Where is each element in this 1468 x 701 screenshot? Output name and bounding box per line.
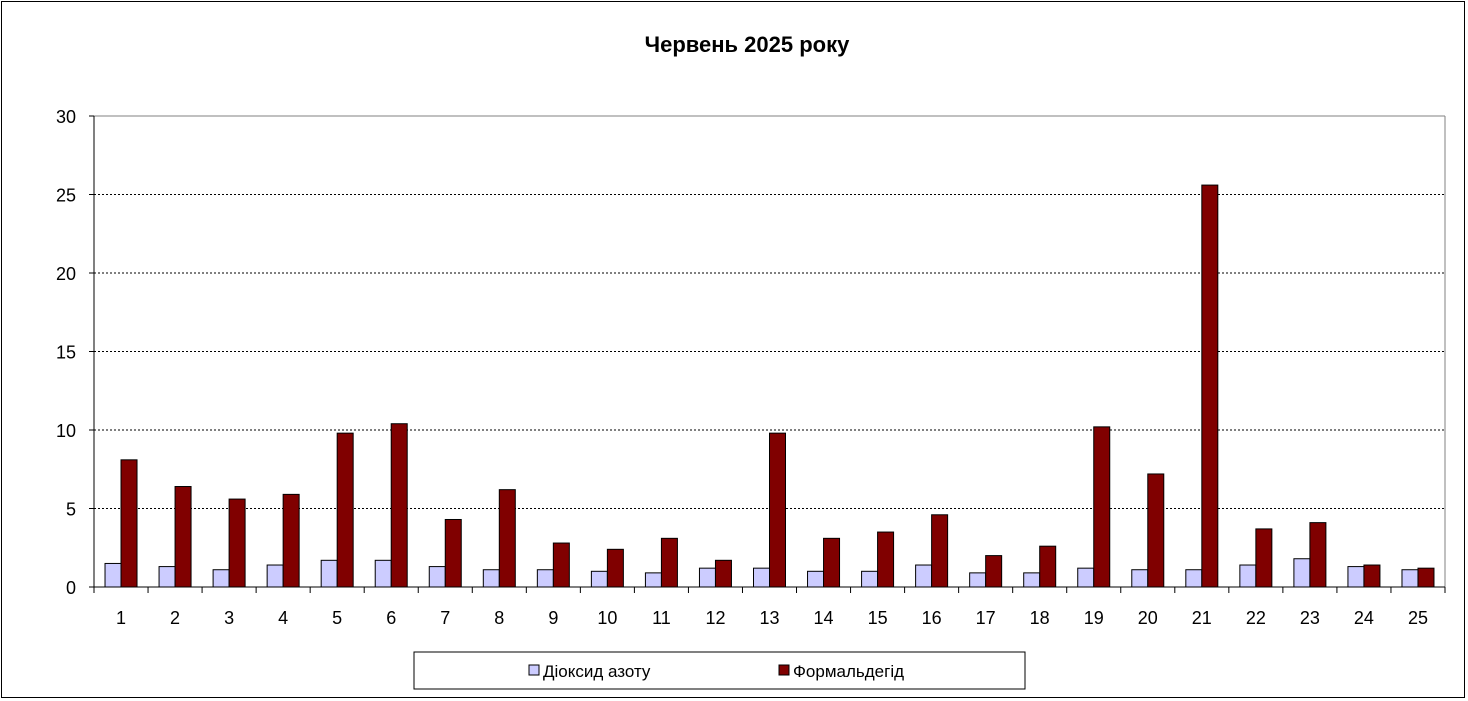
axes — [89, 115, 1446, 593]
bar-formaldehid — [1039, 545, 1057, 588]
legend-label-dioksyd-azotu: Діоксид азоту — [543, 662, 651, 681]
y-tick-labels: 0 5 10 15 20 25 30 — [56, 107, 76, 598]
bar-dioksyd-azotu — [753, 567, 770, 588]
bar-dioksyd-azotu — [1185, 569, 1203, 588]
y-tick-label: 5 — [66, 500, 76, 520]
bar-dioksyd-azotu — [969, 572, 987, 588]
bar-formaldehid — [444, 518, 462, 588]
bar-formaldehid — [336, 432, 354, 588]
chart-title: Червень 2025 року — [645, 32, 850, 57]
bar-dioksyd-azotu — [536, 569, 554, 588]
bar-dioksyd-azotu — [104, 562, 122, 588]
x-tick-label: 18 — [1030, 608, 1050, 628]
y-tick-label: 15 — [56, 343, 76, 363]
x-tick-label: 11 — [652, 608, 671, 628]
y-tick-label: 0 — [66, 578, 76, 598]
y-tick-label: 30 — [56, 107, 76, 127]
bar-formaldehid — [660, 537, 678, 588]
bar-formaldehid — [769, 432, 786, 588]
x-tick-label: 10 — [597, 608, 617, 628]
bar-dioksyd-azotu — [644, 572, 662, 588]
bar-formaldehid — [877, 531, 895, 588]
y-tick-label: 10 — [56, 421, 76, 441]
bar-formaldehid — [120, 459, 138, 588]
bar-formaldehid — [1093, 426, 1111, 588]
x-tick-label: 3 — [224, 608, 234, 628]
x-tick-label: 14 — [814, 608, 834, 628]
legend-swatch-dioksyd-azotu — [528, 664, 540, 676]
bar-formaldehid — [714, 559, 732, 588]
x-tick-label: 19 — [1084, 608, 1104, 628]
bar-dioksyd-azotu — [1401, 569, 1419, 588]
bar-dioksyd-azotu — [1347, 566, 1365, 588]
bar-dioksyd-azotu — [1077, 567, 1095, 588]
bar-dioksyd-azotu — [428, 566, 446, 588]
bar-formaldehid — [1417, 567, 1435, 588]
bar-dioksyd-azotu — [590, 570, 608, 588]
bar-dioksyd-azotu — [158, 566, 176, 588]
x-tick-label: 4 — [278, 608, 288, 628]
bar-formaldehid — [823, 537, 841, 588]
bar-formaldehid — [1363, 564, 1381, 588]
bar-formaldehid — [498, 489, 516, 588]
bar-dioksyd-azotu — [861, 570, 879, 588]
bar-dioksyd-azotu — [374, 559, 392, 588]
bars — [104, 184, 1435, 588]
x-tick-label: 22 — [1246, 608, 1266, 628]
bar-formaldehid — [1147, 473, 1165, 588]
bar-formaldehid — [1201, 184, 1219, 588]
bar-dioksyd-azotu — [698, 567, 716, 588]
x-tick-label: 1 — [116, 608, 126, 628]
x-tick-label: 5 — [332, 608, 342, 628]
x-tick-label: 16 — [922, 608, 942, 628]
x-tick-label: 23 — [1300, 608, 1320, 628]
bar-dioksyd-azotu — [1023, 572, 1041, 588]
bar-dioksyd-azotu — [266, 564, 284, 588]
bar-formaldehid — [552, 542, 570, 588]
x-tick-label: 13 — [759, 608, 779, 628]
bar-dioksyd-azotu — [1239, 564, 1257, 588]
bar-formaldehid — [282, 493, 300, 588]
legend-box — [413, 651, 1026, 690]
legend-swatch-formaldehid — [778, 664, 790, 676]
bar-dioksyd-azotu — [807, 570, 825, 588]
bar-dioksyd-azotu — [320, 559, 338, 588]
bar-formaldehid — [931, 514, 949, 588]
x-tick-label: 20 — [1138, 608, 1158, 628]
bar-dioksyd-azotu — [212, 569, 230, 588]
grid-lines — [94, 194, 1445, 509]
bar-formaldehid — [985, 555, 1003, 588]
y-tick-label: 20 — [56, 264, 76, 284]
x-tick-label: 25 — [1408, 608, 1428, 628]
y-tick-label: 25 — [56, 186, 76, 206]
x-tick-label: 21 — [1192, 608, 1212, 628]
bar-formaldehid — [1309, 522, 1327, 588]
x-tick-labels: 1 2 3 4 5 6 7 8 9 10 11 12 13 14 15 16 17 18 19 20 21 22 23 24 2… — [116, 608, 1428, 628]
x-tick-label: 8 — [494, 608, 504, 628]
x-tick-label: 2 — [170, 608, 180, 628]
x-tick-label: 12 — [705, 608, 725, 628]
x-tick-label: 15 — [868, 608, 888, 628]
legend-label-formaldehid: Формальдегід — [793, 662, 904, 681]
bar-formaldehid — [606, 548, 624, 588]
bar-dioksyd-azotu — [1293, 558, 1311, 588]
bar-formaldehid — [1255, 528, 1273, 588]
bar-formaldehid — [174, 486, 192, 588]
x-tick-label: 17 — [976, 608, 996, 628]
bar-formaldehid — [390, 423, 408, 588]
bar-dioksyd-azotu — [482, 569, 500, 588]
x-tick-label: 7 — [440, 608, 450, 628]
bar-dioksyd-azotu — [915, 564, 933, 588]
x-tick-label: 9 — [548, 608, 558, 628]
bar-dioksyd-azotu — [1131, 569, 1149, 588]
legend: Діоксид азоту Формальдегід — [413, 651, 1026, 690]
bar-formaldehid — [228, 498, 246, 588]
x-tick-label: 24 — [1354, 608, 1374, 628]
x-tick-label: 6 — [386, 608, 396, 628]
